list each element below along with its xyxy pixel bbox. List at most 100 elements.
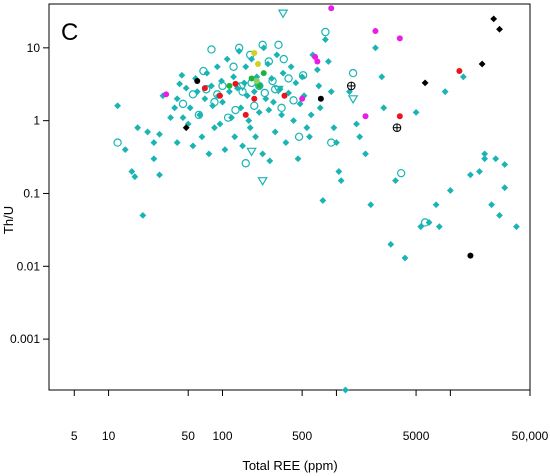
point-diamond-cyan xyxy=(380,104,388,112)
point-diamond-cyan xyxy=(356,133,364,141)
point-diamond-cyan xyxy=(253,73,261,81)
point-open-circle-cyan xyxy=(284,74,293,83)
point-open-circle-cyan xyxy=(241,159,250,168)
point-diamond-cyan xyxy=(144,128,151,136)
point-diamond-cyan xyxy=(401,254,409,262)
point-open-circle-cyan xyxy=(348,68,358,78)
point-diamond-cyan xyxy=(309,51,317,59)
point-open-circle-cyan xyxy=(277,103,286,113)
point-circle-black xyxy=(467,252,474,259)
point-diamond-cyan xyxy=(156,171,163,179)
point-open-circle-cyan xyxy=(279,54,288,64)
point-circle-magenta xyxy=(314,58,321,65)
point-diamond-cyan xyxy=(303,124,311,132)
point-diamond-cyan xyxy=(226,88,233,96)
point-diamond-cyan xyxy=(182,84,190,92)
point-open-circle-cyan xyxy=(264,57,274,66)
point-diamond-cyan xyxy=(237,104,245,112)
point-diamond-cyan xyxy=(432,201,440,209)
point-open-circle-cyan xyxy=(250,101,259,110)
point-diamond-cyan xyxy=(255,108,263,116)
point-diamond-cyan xyxy=(167,114,174,122)
point-diamond-cyan xyxy=(245,117,253,125)
point-open-circle-cyan xyxy=(396,168,406,178)
point-diamond-cyan xyxy=(459,73,467,81)
point-open-circle-cyan xyxy=(223,113,233,122)
point-diamond-black xyxy=(490,15,498,23)
x-axis-title: Total REE (ppm) xyxy=(242,458,337,473)
point-diamond-cyan xyxy=(319,197,327,204)
point-diamond-cyan xyxy=(327,88,335,96)
point-diamond-cyan xyxy=(171,104,179,112)
point-diamond-cyan xyxy=(128,168,136,175)
y-tick-label: 0.01 xyxy=(17,259,41,273)
point-diamond-cyan xyxy=(321,36,329,43)
point-diamond-cyan xyxy=(208,82,215,90)
point-open-circle-cyan xyxy=(207,45,216,54)
point-open-circle-cyan xyxy=(258,40,267,50)
point-diamond-cyan xyxy=(221,146,229,154)
point-diamond-cyan xyxy=(481,150,489,158)
point-diamond-cyan xyxy=(186,104,194,112)
point-diamond-cyan xyxy=(131,173,139,181)
point-diamond-cyan xyxy=(292,79,300,87)
point-diamond-cyan xyxy=(246,124,254,132)
point-diamond-cyan xyxy=(266,157,274,165)
y-tick-label: 10 xyxy=(27,41,41,55)
point-diamond-cyan xyxy=(307,111,315,119)
point-diamond-cyan xyxy=(316,104,324,112)
point-diamond-cyan xyxy=(392,177,399,185)
point-diamond-cyan xyxy=(278,111,285,119)
point-diamond-cyan xyxy=(192,75,199,82)
x-tick-label: 50 xyxy=(182,429,196,443)
point-diamond-cyan xyxy=(179,114,187,122)
point-open-circle-cyan xyxy=(229,62,238,71)
point-diamond-cyan xyxy=(176,80,183,88)
x-axis: 5 10 50 100 500 5000 50,000 xyxy=(71,390,549,443)
point-diamond-cyan xyxy=(441,88,449,96)
point-circle-red xyxy=(251,95,258,102)
point-open-circle-cyan xyxy=(231,105,240,115)
point-circle-black xyxy=(317,95,324,102)
point-diamond-cyan xyxy=(467,171,474,179)
point-circle-red xyxy=(201,85,208,92)
point-diamond-cyan xyxy=(273,51,281,59)
point-diamond-cyan xyxy=(114,102,121,110)
point-open-circle-cyan xyxy=(298,71,308,80)
y-axis: 10 1 0.1 0.01 0.001 xyxy=(10,41,49,346)
point-circle-magenta xyxy=(372,28,379,35)
x-tick-label: 100 xyxy=(212,429,232,443)
point-diamond-cyan xyxy=(242,63,250,71)
point-diamond-cyan xyxy=(198,133,206,141)
point-diamond-black xyxy=(182,124,190,132)
point-diamond-cyan xyxy=(294,155,302,163)
point-diamond-cyan xyxy=(150,139,158,146)
point-diamond-cyan xyxy=(324,58,332,65)
point-open-circle-cyan xyxy=(178,99,188,109)
point-diamond-cyan xyxy=(342,386,349,394)
point-diamond-cyan xyxy=(223,55,231,63)
point-diamond-cyan xyxy=(492,155,500,163)
point-open-circle-cyan xyxy=(238,87,247,96)
point-circle-magenta xyxy=(362,113,369,120)
point-diamond-cyan xyxy=(330,124,338,132)
point-circle-plus-black xyxy=(346,81,356,91)
point-diamond-cyan xyxy=(196,111,204,119)
point-diamond-cyan xyxy=(270,98,277,106)
data-points xyxy=(113,5,520,394)
point-open-circle-cyan xyxy=(260,88,269,98)
y-tick-label: 0.1 xyxy=(23,186,40,200)
point-circle-red xyxy=(242,111,249,118)
point-diamond-cyan xyxy=(213,63,221,71)
point-open-circle-cyan xyxy=(294,132,304,142)
point-circle-black xyxy=(194,78,201,85)
point-diamond-cyan xyxy=(372,44,379,52)
panel-label: c xyxy=(61,19,78,46)
point-diamond-black xyxy=(496,25,503,33)
point-diamond-cyan xyxy=(306,133,313,141)
point-open-circle-cyan xyxy=(199,66,208,76)
point-diamond-cyan xyxy=(300,92,308,100)
point-diamond-cyan xyxy=(367,201,375,209)
point-diamond-cyan xyxy=(268,75,276,82)
